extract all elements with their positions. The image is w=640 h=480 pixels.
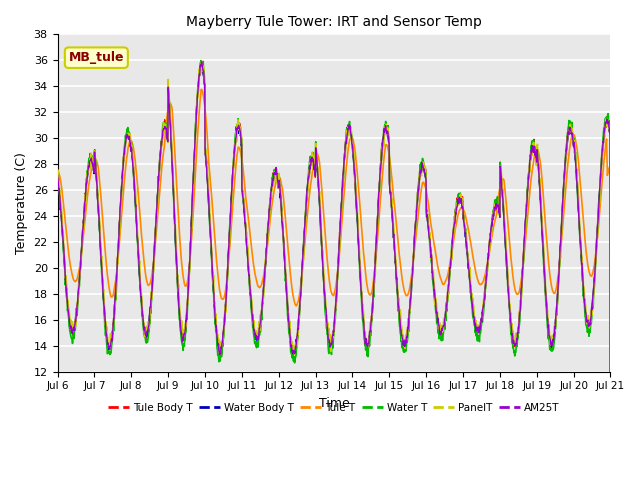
Line: Tule T: Tule T (58, 89, 611, 306)
Tule T (54, 169, 61, 175)
Line: AM25T: AM25T (58, 62, 611, 480)
Legend: Tule Body T, Water Body T, Tule T, Water T, PanelT, AM25T: Tule Body T, Water Body T, Tule T, Water… (104, 398, 564, 417)
Water Body T (177, 324, 184, 329)
Tule T (163, 113, 171, 119)
Tule T (607, 164, 614, 169)
Water T (420, 167, 428, 172)
Tule Body T (163, 129, 171, 135)
Line: Water T: Water T (58, 60, 611, 480)
Tule Body T (177, 325, 184, 331)
PanelT (541, 268, 549, 274)
PanelT (163, 131, 171, 137)
PanelT (493, 205, 500, 211)
Title: Mayberry Tule Tower: IRT and Sensor Temp: Mayberry Tule Tower: IRT and Sensor Temp (186, 15, 482, 29)
Water T (163, 131, 171, 136)
X-axis label: Time: Time (319, 397, 349, 410)
Water T (197, 58, 205, 63)
Line: Tule Body T: Tule Body T (58, 61, 611, 480)
Water Body T (493, 208, 500, 214)
PanelT (198, 60, 205, 65)
Water T (54, 170, 61, 176)
Text: MB_tule: MB_tule (68, 51, 124, 64)
Tule Body T (198, 59, 205, 64)
AM25T (163, 132, 171, 138)
Tule T (292, 303, 300, 309)
Tule T (541, 223, 549, 228)
Water T (239, 191, 246, 196)
Tule T (239, 163, 246, 168)
PanelT (420, 168, 428, 174)
Y-axis label: Temperature (C): Temperature (C) (15, 152, 28, 254)
Water Body T (198, 60, 206, 66)
AM25T (198, 59, 205, 65)
Tule T (197, 86, 205, 92)
Tule Body T (239, 192, 246, 198)
AM25T (541, 279, 549, 285)
AM25T (177, 322, 184, 327)
Water Body T (420, 168, 428, 174)
PanelT (177, 313, 184, 319)
Water T (493, 202, 500, 208)
Water T (541, 288, 549, 294)
Tule Body T (420, 162, 428, 168)
Water T (177, 328, 184, 334)
Tule Body T (541, 276, 549, 281)
AM25T (420, 166, 428, 172)
PanelT (239, 190, 246, 195)
Tule Body T (54, 165, 61, 170)
Water Body T (54, 170, 61, 176)
Tule T (493, 209, 500, 215)
AM25T (54, 172, 61, 178)
Tule Body T (493, 196, 500, 202)
Water Body T (541, 279, 549, 285)
Tule T (177, 246, 184, 252)
PanelT (54, 174, 61, 180)
AM25T (493, 206, 500, 212)
Line: PanelT: PanelT (58, 62, 611, 480)
Line: Water Body T: Water Body T (58, 63, 611, 480)
Tule T (420, 181, 428, 187)
AM25T (239, 193, 246, 199)
Water Body T (163, 136, 171, 142)
Water Body T (239, 196, 246, 202)
